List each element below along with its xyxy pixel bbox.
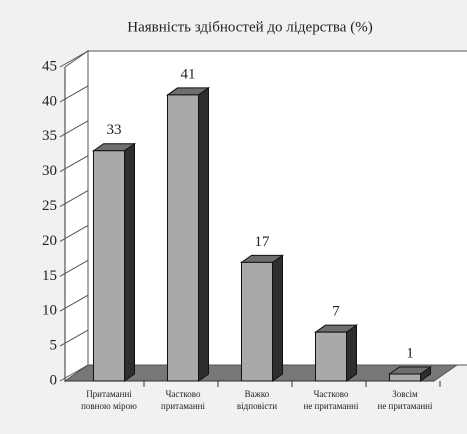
- y-tick-label: 15: [42, 268, 57, 284]
- value-label: 41: [181, 66, 196, 82]
- tick-mark: [59, 364, 89, 382]
- value-label: 1: [406, 345, 414, 361]
- x-tick-label: Зовсім: [392, 389, 418, 399]
- x-tick-label: Частково: [314, 389, 349, 399]
- bar-face: [272, 254, 283, 382]
- x-tick-label: відповісти: [237, 401, 277, 411]
- y-tick-label: 25: [42, 198, 57, 214]
- tick-mark: [59, 190, 89, 207]
- y-tick-label: 35: [42, 128, 57, 144]
- y-tick-label: 5: [50, 338, 58, 354]
- y-tick-label: 10: [42, 303, 57, 319]
- bar: [165, 86, 211, 382]
- tick-mark: [59, 50, 89, 68]
- bar-face: [198, 86, 209, 382]
- bar: [91, 142, 137, 382]
- bar-face: [241, 261, 273, 382]
- x-tick-label: не притаманні: [378, 401, 433, 411]
- tick-mark: [59, 120, 89, 138]
- bar: [387, 366, 433, 382]
- y-tick-label: 45: [42, 58, 57, 74]
- y-tick-label: 30: [42, 163, 57, 179]
- value-label: 17: [255, 234, 271, 250]
- bar: [313, 324, 359, 382]
- value-label: 7: [332, 304, 340, 320]
- value-label: 33: [107, 122, 122, 138]
- tick-mark: [59, 85, 89, 103]
- left-wall: [64, 50, 89, 382]
- y-tick-label: 20: [42, 233, 57, 249]
- x-tick-label: повною мірою: [81, 401, 137, 411]
- bar-face: [167, 94, 199, 382]
- x-tick-label: Важко: [245, 389, 270, 399]
- tick-mark: [59, 329, 89, 347]
- tick-mark: [59, 259, 89, 277]
- bar: [239, 254, 285, 382]
- tick-mark: [59, 155, 89, 173]
- chart-title: Наявність здібностей до лідерства (%): [127, 19, 372, 35]
- y-tick-label: 40: [42, 93, 57, 109]
- x-tick-label: не притаманні: [304, 401, 359, 411]
- tick-mark: [59, 225, 89, 242]
- y-tick-label: 0: [50, 372, 58, 388]
- x-tick-label: притаманні: [161, 401, 205, 411]
- bar-face: [124, 142, 135, 382]
- bar-face: [315, 331, 347, 382]
- x-tick-label: Притаманні: [86, 389, 132, 399]
- bar-face: [346, 324, 357, 382]
- bar-face: [93, 150, 125, 382]
- bar-face: [389, 373, 421, 382]
- x-tick-label: Частково: [166, 389, 201, 399]
- tick-mark: [59, 294, 89, 312]
